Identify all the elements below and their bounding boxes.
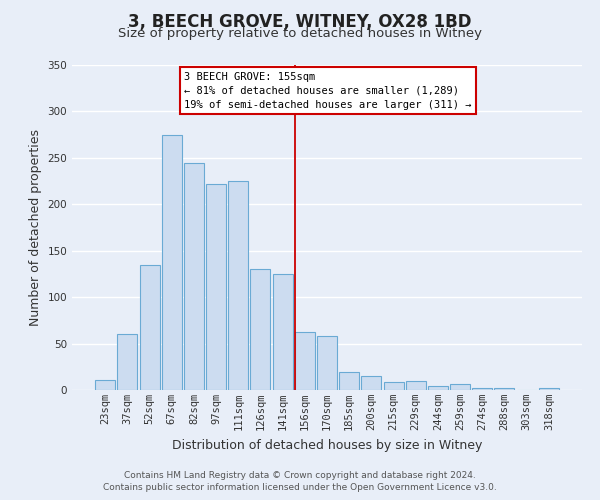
Bar xyxy=(95,380,115,390)
Bar xyxy=(494,388,514,390)
Bar xyxy=(472,388,492,390)
Bar xyxy=(184,162,204,390)
Text: Size of property relative to detached houses in Witney: Size of property relative to detached ho… xyxy=(118,28,482,40)
Bar xyxy=(428,386,448,390)
Bar xyxy=(250,270,271,390)
Bar xyxy=(539,388,559,390)
Text: Contains HM Land Registry data © Crown copyright and database right 2024.: Contains HM Land Registry data © Crown c… xyxy=(124,470,476,480)
Bar xyxy=(162,134,182,390)
Bar xyxy=(406,380,426,390)
Bar xyxy=(118,334,137,390)
Bar xyxy=(295,332,315,390)
Bar xyxy=(140,264,160,390)
Bar xyxy=(206,184,226,390)
Bar xyxy=(317,336,337,390)
Bar xyxy=(228,181,248,390)
Bar xyxy=(383,382,404,390)
Bar xyxy=(339,372,359,390)
Y-axis label: Number of detached properties: Number of detached properties xyxy=(29,129,42,326)
Text: 3, BEECH GROVE, WITNEY, OX28 1BD: 3, BEECH GROVE, WITNEY, OX28 1BD xyxy=(128,12,472,30)
X-axis label: Distribution of detached houses by size in Witney: Distribution of detached houses by size … xyxy=(172,438,482,452)
Text: 3 BEECH GROVE: 155sqm
← 81% of detached houses are smaller (1,289)
19% of semi-d: 3 BEECH GROVE: 155sqm ← 81% of detached … xyxy=(184,72,472,110)
Text: Contains public sector information licensed under the Open Government Licence v3: Contains public sector information licen… xyxy=(103,483,497,492)
Bar xyxy=(272,274,293,390)
Bar xyxy=(450,384,470,390)
Bar xyxy=(361,376,382,390)
